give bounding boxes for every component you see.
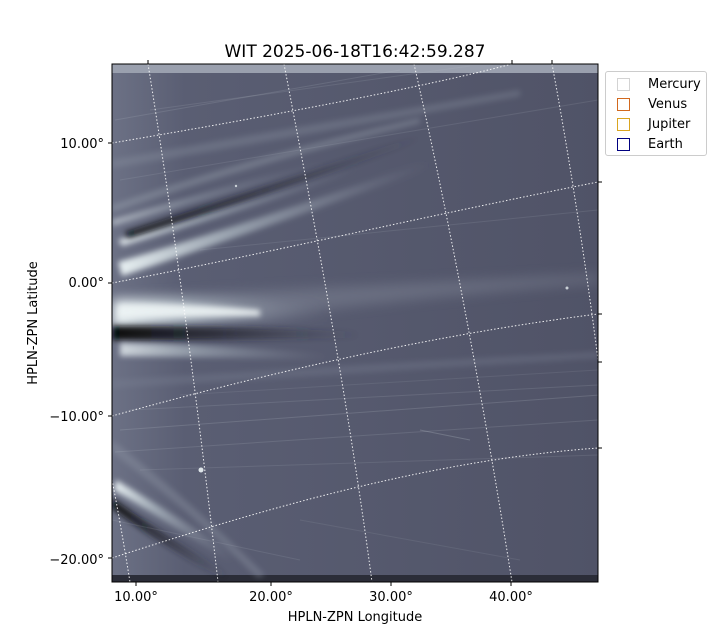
streamer-layer xyxy=(112,90,598,578)
streamer xyxy=(118,160,430,276)
legend-item-jupiter: Jupiter xyxy=(617,116,690,132)
x-axis-label: HPLN-ZPN Longitude xyxy=(288,610,423,625)
faint-streak xyxy=(419,429,471,441)
legend-label: Mercury xyxy=(648,76,701,92)
image-top-band xyxy=(112,64,598,73)
x-tick-label: 40.00° xyxy=(489,590,533,605)
x-tick-label: 20.00° xyxy=(249,590,293,605)
streamer xyxy=(112,90,520,168)
grid-line xyxy=(112,479,131,582)
y-tick-label: 10.00° xyxy=(60,137,104,152)
streamer xyxy=(112,118,420,212)
streamer xyxy=(114,480,235,562)
faint-streak xyxy=(139,454,598,471)
y-axis-label: HPLN-ZPN Latitude xyxy=(26,261,41,384)
grid-line xyxy=(283,64,373,582)
faint-streak xyxy=(114,419,598,453)
fine-streak-layer xyxy=(112,65,598,561)
streamer xyxy=(125,135,420,238)
streamer xyxy=(118,304,260,318)
image-bottom-band xyxy=(112,575,598,582)
streamer xyxy=(112,326,360,340)
faint-streak xyxy=(149,65,471,111)
streamer xyxy=(112,498,230,578)
legend-label: Jupiter xyxy=(648,116,691,132)
legend-label: Venus xyxy=(648,96,688,112)
plot-area xyxy=(112,64,598,582)
streamer xyxy=(112,352,598,388)
faint-streak xyxy=(179,369,598,396)
star-dot xyxy=(234,184,238,188)
faint-streak xyxy=(114,69,401,121)
legend: Mercury Venus Jupiter Earth xyxy=(605,71,707,156)
star-dot xyxy=(198,467,204,473)
y-tick-label: −20.00° xyxy=(49,553,104,568)
streamer xyxy=(118,165,360,246)
streamer xyxy=(112,275,598,336)
star-dot xyxy=(565,286,569,290)
axis-ticks xyxy=(108,60,602,586)
faint-streak xyxy=(112,519,301,561)
x-tick-label: 30.00° xyxy=(369,590,413,605)
faint-streak xyxy=(129,384,598,411)
faint-streak xyxy=(119,394,598,431)
legend-item-earth: Earth xyxy=(617,136,683,152)
y-tick-label: −10.00° xyxy=(49,410,104,425)
grid-line xyxy=(551,64,598,361)
legend-item-mercury: Mercury xyxy=(617,76,701,92)
y-tick-label: 0.00° xyxy=(69,276,104,291)
legend-item-venus: Venus xyxy=(617,96,687,112)
legend-label: Earth xyxy=(648,136,683,152)
plot-frame xyxy=(111,63,599,583)
streamer xyxy=(112,160,330,226)
faint-streak xyxy=(299,519,521,561)
streamer xyxy=(120,343,330,360)
legend-swatch-mercury xyxy=(617,77,630,91)
x-tick-label: 10.00° xyxy=(114,590,158,605)
grid-line xyxy=(112,64,513,144)
grid-line xyxy=(413,64,513,582)
streamer xyxy=(112,440,265,578)
coordinate-grid xyxy=(112,64,598,582)
grid-line xyxy=(112,447,598,559)
legend-swatch-venus xyxy=(617,97,630,111)
grid-line xyxy=(112,181,598,284)
legend-swatch-earth xyxy=(617,137,630,151)
legend-swatch-jupiter xyxy=(617,117,630,131)
faint-streak xyxy=(199,209,598,251)
grid-line xyxy=(112,313,598,417)
faint-streak xyxy=(119,99,598,181)
chart-title: WIT 2025-06-18T16:42:59.287 xyxy=(225,42,486,62)
